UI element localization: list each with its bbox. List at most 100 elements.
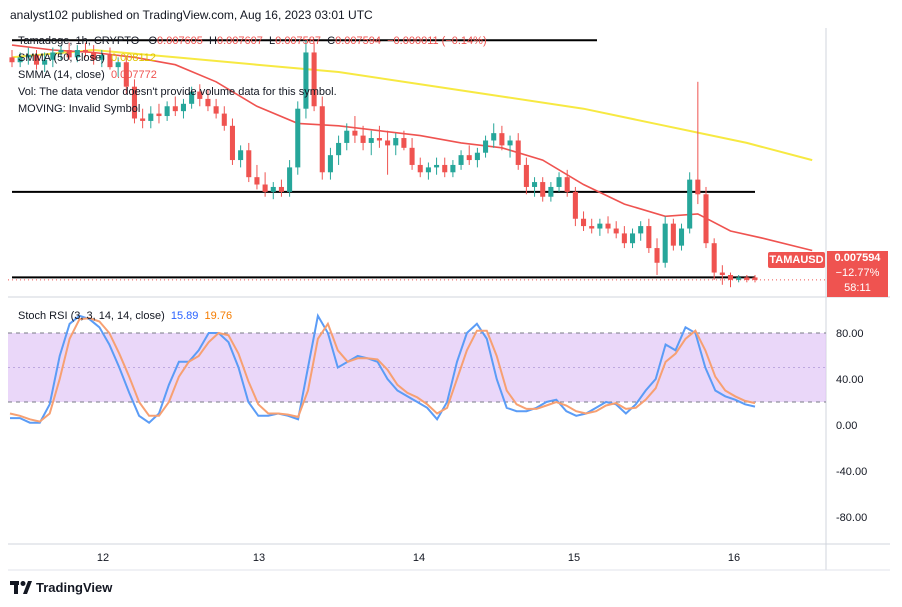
x-axis-label: 12	[97, 552, 109, 564]
candle-body	[287, 167, 293, 192]
stoch-legend: Stoch RSI (3, 3, 14, 14, close) 15.89 19…	[18, 310, 232, 322]
candle-body	[82, 50, 89, 53]
candle-body	[99, 54, 105, 60]
smma50-value: 0.008112	[110, 52, 157, 64]
candle-body	[523, 164, 529, 187]
candle-body	[507, 140, 513, 146]
candle-body	[156, 113, 162, 117]
candle-body	[597, 223, 603, 229]
candle-body	[434, 164, 440, 168]
candle-body	[17, 57, 23, 63]
candle-body	[229, 125, 235, 161]
candle-body	[123, 62, 129, 87]
smma50-line	[11, 48, 813, 162]
candle-body	[589, 226, 595, 229]
candle-body	[613, 228, 619, 234]
candle-body	[385, 140, 391, 146]
smma14-value: 0.007772	[110, 69, 157, 81]
candle-body	[254, 177, 260, 185]
stoch-tick-label: 80.00	[836, 328, 864, 340]
candle-body	[270, 186, 276, 192]
candle-body	[499, 133, 505, 146]
candle-body	[727, 274, 734, 280]
bar-countdown: 58:11	[844, 282, 871, 294]
candle-body	[246, 150, 252, 178]
smma50-legend: SMMA (50, close) 0.008112	[18, 52, 156, 64]
candle-body	[278, 186, 284, 192]
candle-body	[703, 194, 709, 244]
candle-body	[581, 218, 587, 227]
candle-body	[352, 130, 358, 136]
candle-body	[629, 233, 636, 244]
candle-body	[319, 106, 325, 173]
symbol-legend: Tamadoge, 1h, CRYPTO O0.007605 H0.007607…	[18, 35, 487, 47]
candle-body	[450, 164, 456, 173]
candle-body	[687, 179, 693, 229]
stoch-tick-label: -40.00	[836, 466, 867, 478]
candle-body	[638, 226, 644, 234]
moving-legend: MOVING: Invalid Symbol	[18, 103, 141, 115]
smma14-label: SMMA (14, close)	[18, 69, 105, 81]
candle-body	[107, 54, 113, 68]
candle-body	[148, 113, 154, 121]
candle-body	[670, 223, 676, 246]
candle-body	[140, 118, 146, 121]
candle-body	[736, 277, 742, 280]
candle-body	[646, 226, 652, 249]
candle-body	[172, 106, 178, 112]
candle-body	[654, 248, 660, 263]
candle-body	[295, 108, 301, 168]
candle-body	[33, 54, 40, 65]
stoch-d-line	[9, 317, 756, 423]
smma50-label: SMMA (50, close)	[18, 52, 105, 64]
candle-body	[662, 223, 668, 263]
candle-body	[744, 277, 750, 280]
candle-body	[25, 54, 31, 58]
candle-body	[344, 130, 350, 143]
candle-body	[91, 52, 97, 60]
candle-body	[540, 182, 546, 197]
candle-body	[417, 164, 423, 173]
last-price: 0.007594	[834, 252, 881, 264]
candle-body	[115, 62, 121, 68]
candle-body	[458, 155, 464, 165]
candle-body	[131, 86, 138, 119]
tradingview-logo-icon	[10, 580, 32, 594]
stoch-tick-label: 0.00	[836, 420, 857, 432]
candle-body	[719, 272, 725, 275]
candle-body	[752, 277, 758, 280]
publisher-header: analyst102 published on TradingView.com,…	[10, 8, 373, 22]
candle-body	[393, 138, 399, 146]
candle-body	[58, 50, 64, 53]
stoch-k-value: 15.89	[170, 310, 199, 322]
high-label: H	[209, 35, 217, 47]
stoch-tick-label: -80.00	[836, 512, 867, 524]
candle-body	[564, 177, 570, 192]
candle-body	[532, 182, 538, 187]
x-axis-label: 13	[253, 552, 265, 564]
candle-body	[466, 155, 472, 161]
last-price-tag: 0.007594 −12.77% 58:11	[827, 251, 888, 297]
candle-body	[42, 59, 48, 65]
candle-body	[376, 138, 382, 141]
candle-body	[515, 140, 521, 165]
candle-body	[9, 57, 15, 63]
candle-body	[303, 52, 309, 109]
smma14-legend: SMMA (14, close) 0.007772	[18, 69, 157, 81]
candle-body	[442, 164, 448, 173]
candle-body	[327, 155, 333, 173]
stoch-label: Stoch RSI (3, 3, 14, 14, close)	[18, 310, 165, 322]
candle-body	[74, 50, 80, 58]
candle-body	[197, 91, 203, 99]
candle-body	[695, 179, 701, 195]
low-label: L	[269, 35, 276, 47]
candle-body	[262, 184, 268, 192]
candle-body	[205, 98, 211, 107]
open-value: 0.007605	[157, 35, 203, 47]
brand-name: TradingView	[36, 580, 113, 595]
candle-body	[180, 103, 186, 112]
high-value: 0.007607	[217, 35, 263, 47]
candle-body	[164, 106, 170, 117]
footer-brand[interactable]: TradingView	[10, 580, 112, 595]
